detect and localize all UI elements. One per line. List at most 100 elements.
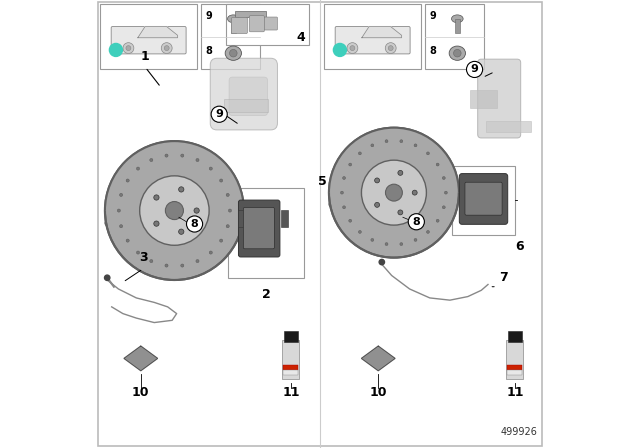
Ellipse shape — [225, 46, 241, 60]
Bar — [223, 99, 269, 112]
Bar — [284, 331, 298, 342]
Ellipse shape — [340, 191, 344, 194]
Circle shape — [105, 141, 244, 280]
Circle shape — [154, 195, 159, 200]
Ellipse shape — [220, 239, 223, 242]
Ellipse shape — [226, 194, 229, 197]
Circle shape — [350, 46, 355, 51]
Bar — [284, 365, 298, 370]
FancyBboxPatch shape — [243, 207, 275, 249]
Circle shape — [374, 178, 380, 183]
FancyBboxPatch shape — [210, 58, 277, 130]
Circle shape — [104, 275, 110, 280]
FancyBboxPatch shape — [264, 17, 277, 30]
Ellipse shape — [426, 230, 429, 233]
Circle shape — [126, 46, 131, 51]
Ellipse shape — [180, 154, 184, 157]
Circle shape — [362, 160, 426, 225]
Bar — [452, 166, 515, 235]
Text: 9: 9 — [430, 11, 436, 21]
FancyBboxPatch shape — [477, 59, 521, 138]
Ellipse shape — [209, 167, 212, 170]
Circle shape — [164, 46, 169, 51]
Text: 10: 10 — [369, 385, 387, 399]
Circle shape — [379, 259, 385, 265]
Circle shape — [154, 221, 159, 226]
Text: 2: 2 — [262, 288, 271, 301]
Ellipse shape — [136, 167, 140, 170]
Circle shape — [165, 202, 184, 220]
Text: 9: 9 — [205, 11, 212, 21]
Ellipse shape — [180, 264, 184, 267]
Circle shape — [412, 190, 417, 195]
Circle shape — [194, 208, 199, 213]
Bar — [508, 370, 522, 375]
Circle shape — [385, 184, 403, 201]
Polygon shape — [138, 26, 177, 38]
Circle shape — [385, 43, 396, 54]
Text: 11: 11 — [506, 385, 524, 399]
Ellipse shape — [105, 210, 244, 236]
Ellipse shape — [358, 152, 362, 155]
Text: 11: 11 — [282, 385, 300, 399]
Bar — [425, 4, 484, 69]
Circle shape — [109, 43, 122, 56]
Polygon shape — [124, 346, 157, 370]
Ellipse shape — [196, 259, 199, 263]
Text: 8: 8 — [191, 219, 198, 229]
Ellipse shape — [150, 159, 153, 162]
Circle shape — [179, 187, 184, 192]
Circle shape — [123, 43, 134, 54]
Ellipse shape — [226, 224, 229, 228]
Ellipse shape — [349, 219, 351, 222]
Ellipse shape — [342, 206, 346, 209]
Circle shape — [211, 106, 227, 122]
Polygon shape — [362, 346, 395, 370]
Bar — [470, 90, 497, 108]
Ellipse shape — [150, 259, 153, 263]
Text: 8: 8 — [430, 46, 436, 56]
Ellipse shape — [436, 219, 439, 222]
Bar — [226, 4, 308, 45]
Bar — [508, 331, 522, 342]
Polygon shape — [362, 26, 401, 38]
Ellipse shape — [385, 140, 388, 142]
Circle shape — [186, 216, 203, 232]
FancyBboxPatch shape — [335, 26, 410, 54]
Ellipse shape — [117, 209, 120, 212]
Circle shape — [398, 170, 403, 175]
Bar — [228, 188, 304, 278]
Ellipse shape — [209, 251, 212, 254]
Ellipse shape — [342, 177, 346, 180]
Ellipse shape — [220, 179, 223, 182]
Bar — [231, 19, 236, 33]
Ellipse shape — [126, 179, 129, 182]
Ellipse shape — [120, 194, 123, 197]
Ellipse shape — [358, 230, 362, 233]
Ellipse shape — [400, 243, 403, 246]
Ellipse shape — [371, 144, 374, 147]
Bar — [201, 4, 260, 69]
Ellipse shape — [126, 239, 129, 242]
Circle shape — [388, 46, 393, 51]
Wedge shape — [105, 141, 244, 211]
Circle shape — [333, 43, 346, 56]
Text: 7: 7 — [499, 271, 508, 284]
Ellipse shape — [444, 191, 447, 194]
Circle shape — [329, 128, 459, 258]
Text: 4: 4 — [297, 31, 306, 44]
Circle shape — [179, 229, 184, 234]
Circle shape — [230, 49, 237, 57]
Ellipse shape — [349, 163, 351, 166]
Ellipse shape — [329, 192, 459, 217]
Ellipse shape — [165, 154, 168, 157]
FancyBboxPatch shape — [460, 173, 508, 224]
Ellipse shape — [196, 159, 199, 162]
Bar — [282, 340, 300, 379]
Bar — [238, 211, 244, 227]
Circle shape — [408, 214, 424, 230]
Bar — [100, 4, 196, 69]
Ellipse shape — [449, 46, 465, 60]
Circle shape — [374, 202, 380, 207]
Text: 9: 9 — [470, 65, 479, 74]
